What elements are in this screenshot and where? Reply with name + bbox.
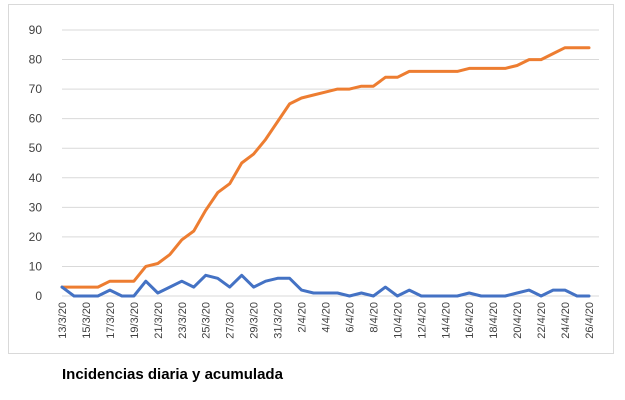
line-chart: 0 10 20 30 40 50 60 70 80 90 13/3/20 15/3/20 17/3/20… — [29, 23, 599, 339]
y-tick-label: 0 — [35, 289, 42, 303]
x-tick-label: 21/3/20 — [153, 302, 165, 339]
x-tick-label: 4/4/20 — [321, 302, 333, 333]
series-line-2 — [60, 273, 591, 298]
y-tick-label: 10 — [29, 259, 43, 273]
series-line-1 — [60, 46, 591, 289]
chart-caption: Incidencias diaria y acumulada — [62, 366, 283, 383]
y-tick-label: 90 — [29, 23, 43, 37]
x-tick-label: 16/4/20 — [464, 302, 476, 339]
y-tick-label: 80 — [29, 53, 43, 67]
x-tick-label: 26/4/20 — [584, 302, 596, 339]
x-tick-label: 24/4/20 — [560, 302, 572, 339]
x-tick-label: 31/3/20 — [273, 302, 285, 339]
x-tick-label: 17/3/20 — [105, 302, 117, 339]
x-tick-label: 22/4/20 — [536, 302, 548, 339]
x-tick-label: 10/4/20 — [392, 302, 404, 339]
x-tick-label: 29/3/20 — [249, 302, 261, 339]
x-tick-label: 14/4/20 — [440, 302, 452, 339]
x-tick-label: 12/4/20 — [416, 302, 428, 339]
x-tick-label: 20/4/20 — [512, 302, 524, 339]
x-tick-label: 13/3/20 — [57, 302, 69, 339]
x-tick-label: 6/4/20 — [344, 302, 356, 333]
y-tick-label: 60 — [29, 112, 43, 126]
x-tick-label: 25/3/20 — [201, 302, 213, 339]
y-tick-label: 30 — [29, 200, 43, 214]
x-tick-label: 2/4/20 — [297, 302, 309, 333]
y-tick-label: 50 — [29, 141, 43, 155]
x-tick-label: 15/3/20 — [81, 302, 93, 339]
x-tick-label: 23/3/20 — [177, 302, 189, 339]
x-tick-label: 18/4/20 — [488, 302, 500, 339]
x-tick-label: 27/3/20 — [225, 302, 237, 339]
x-tick-label: 19/3/20 — [129, 302, 141, 339]
x-tick-label: 8/4/20 — [368, 302, 380, 333]
y-tick-label: 70 — [29, 82, 43, 96]
y-tick-label: 20 — [29, 230, 43, 244]
y-tick-label: 40 — [29, 171, 43, 185]
